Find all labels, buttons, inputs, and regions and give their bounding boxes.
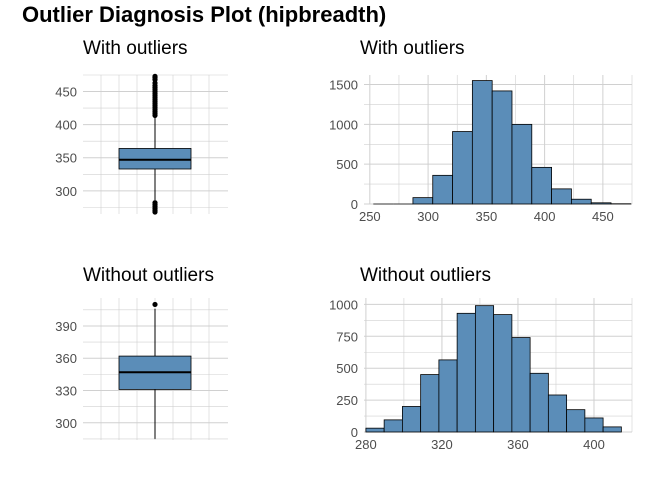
histogram-bar (551, 188, 572, 205)
y-tick-label: 350 (55, 151, 77, 166)
histogram-bar (531, 166, 553, 205)
histogram-bar (491, 90, 513, 205)
histogram-bar (456, 312, 476, 433)
hist-panel-1: 0 500 1000 1500 250 300 350 400 450 (329, 75, 633, 224)
histogram-bar (365, 427, 385, 433)
y-tick-label: 450 (55, 85, 77, 100)
histogram-bar (493, 314, 513, 433)
x-tick-label: 360 (507, 437, 529, 452)
y-tick-label: 300 (55, 416, 77, 431)
y-tick-label: 1000 (329, 297, 358, 312)
histogram-bar (547, 394, 568, 433)
histogram-bar (584, 417, 604, 433)
y-tick-label: 750 (336, 329, 358, 344)
hist-panel-3: 0 250 500 750 1000 280 320 360 400 (329, 297, 633, 452)
y-tick-label: 250 (336, 393, 358, 408)
histogram-bar (590, 202, 612, 205)
histogram-bar (471, 80, 493, 205)
histogram-bar (452, 131, 473, 205)
outlier-point (152, 301, 158, 308)
histogram-bar (412, 197, 434, 205)
y-tick-label: 0 (351, 425, 358, 440)
histogram-bar (420, 374, 440, 433)
y-tick-label: 390 (55, 319, 77, 334)
page-title: Outlier Diagnosis Plot (hipbreadth) (22, 2, 387, 27)
histogram-bar (438, 359, 458, 433)
y-tick-label: 360 (55, 351, 77, 366)
panel-title-hist-without: Without outliers (360, 265, 491, 286)
y-tick-label: 500 (336, 361, 358, 376)
y-tick-label: 1000 (329, 117, 358, 132)
histogram-bar (401, 406, 422, 433)
histogram-bar (566, 409, 586, 433)
histogram-bar (602, 426, 622, 433)
outlier-point (152, 73, 158, 79)
panel-title-box-with: With outliers (83, 38, 188, 59)
x-tick-label: 400 (534, 209, 556, 224)
histogram-bar (511, 337, 531, 433)
box-panel-2: 300 330 360 390 (55, 298, 228, 440)
panel-title-box-without: Without outliers (83, 265, 214, 286)
y-tick-label: 400 (55, 118, 77, 133)
y-tick-label: 0 (351, 197, 358, 212)
y-tick-label: 300 (55, 184, 77, 199)
y-tick-label: 500 (336, 157, 358, 172)
histogram-bar (511, 123, 533, 205)
x-tick-label: 350 (475, 209, 497, 224)
histogram-bar (529, 372, 549, 433)
x-tick-label: 300 (417, 209, 439, 224)
x-tick-label: 400 (583, 437, 605, 452)
histogram-bar (432, 174, 453, 205)
histogram-bar (571, 198, 592, 205)
histogram-bar (383, 419, 403, 433)
histogram-bar (474, 305, 495, 433)
y-tick-label: 330 (55, 384, 77, 399)
outlier-point (152, 200, 158, 206)
y-tick-label: 1500 (329, 78, 358, 93)
x-tick-label: 450 (592, 209, 614, 224)
x-tick-label: 280 (355, 437, 377, 452)
x-tick-label: 320 (431, 437, 453, 452)
panel-title-hist-with: With outliers (360, 38, 465, 59)
x-tick-label: 250 (359, 209, 381, 224)
box-panel-0: 300 350 400 450 (55, 73, 228, 215)
